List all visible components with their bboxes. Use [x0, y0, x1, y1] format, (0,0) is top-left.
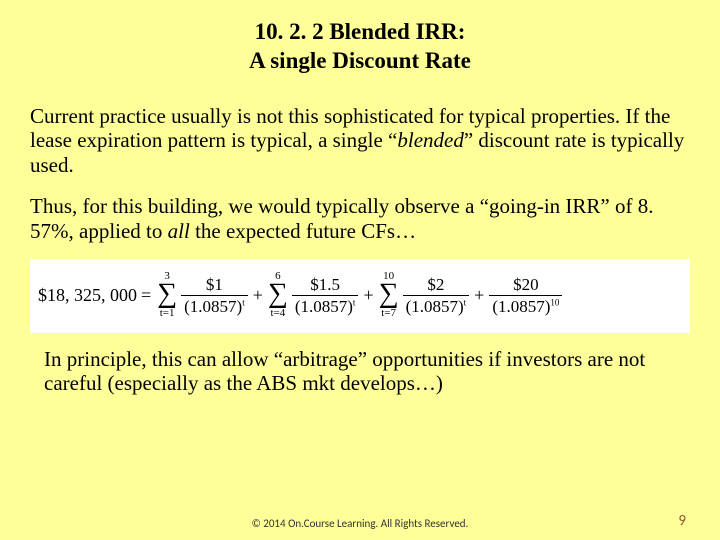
frac-2-den: (1.0857)t	[292, 295, 359, 315]
plus-1: +	[253, 285, 263, 306]
sum-2: 6 ∑ t=4	[268, 271, 288, 318]
title-line-2: A single Discount Rate	[30, 47, 690, 76]
sum-1-lower: t=1	[160, 308, 175, 319]
fraction-1: $1 (1.0857)t	[181, 276, 248, 315]
sum-1: 3 ∑ t=1	[157, 271, 177, 318]
sigma-icon: ∑	[268, 283, 288, 305]
formula-lhs: $18, 325, 000	[38, 285, 137, 306]
fraction-2: $1.5 (1.0857)t	[292, 276, 359, 315]
paragraph-1: Current practice usually is not this sop…	[30, 104, 690, 178]
sum-3: 10 ∑ t=7	[379, 271, 399, 318]
para2-post: the expected future CFs…	[190, 219, 416, 243]
fraction-3: $2 (1.0857)t	[403, 276, 470, 315]
slide: 10. 2. 2 Blended IRR: A single Discount …	[0, 0, 720, 540]
sum-3-lower: t=7	[381, 308, 396, 319]
frac-4-num: $20	[510, 276, 542, 295]
formula: $18, 325, 000 = 3 ∑ t=1 $1 (1.0857)t + 6…	[38, 271, 682, 318]
sum-2-lower: t=4	[270, 308, 285, 319]
plus-2: +	[363, 285, 373, 306]
sigma-icon: ∑	[157, 283, 177, 305]
sigma-icon: ∑	[379, 283, 399, 305]
frac-2-num: $1.5	[307, 276, 343, 295]
frac-3-den: (1.0857)t	[403, 295, 470, 315]
frac-1-num: $1	[203, 276, 226, 295]
slide-title: 10. 2. 2 Blended IRR: A single Discount …	[30, 18, 690, 76]
paragraph-2: Thus, for this building, we would typica…	[30, 194, 690, 244]
para2-emphasis: all	[168, 219, 190, 243]
copyright-footer: © 2014 On.Course Learning. All Rights Re…	[0, 517, 720, 530]
title-line-1: 10. 2. 2 Blended IRR:	[30, 18, 690, 47]
fraction-4: $20 (1.0857)10	[489, 276, 562, 315]
para1-emphasis: blended	[397, 128, 463, 152]
paragraph-3: In principle, this can allow “arbitrage”…	[30, 347, 690, 397]
plus-3: +	[474, 285, 484, 306]
equals-sign: =	[141, 285, 151, 306]
formula-block: $18, 325, 000 = 3 ∑ t=1 $1 (1.0857)t + 6…	[30, 259, 690, 332]
frac-3-num: $2	[424, 276, 447, 295]
frac-4-den: (1.0857)10	[489, 295, 562, 315]
frac-1-den: (1.0857)t	[181, 295, 248, 315]
page-number: 9	[678, 512, 686, 530]
